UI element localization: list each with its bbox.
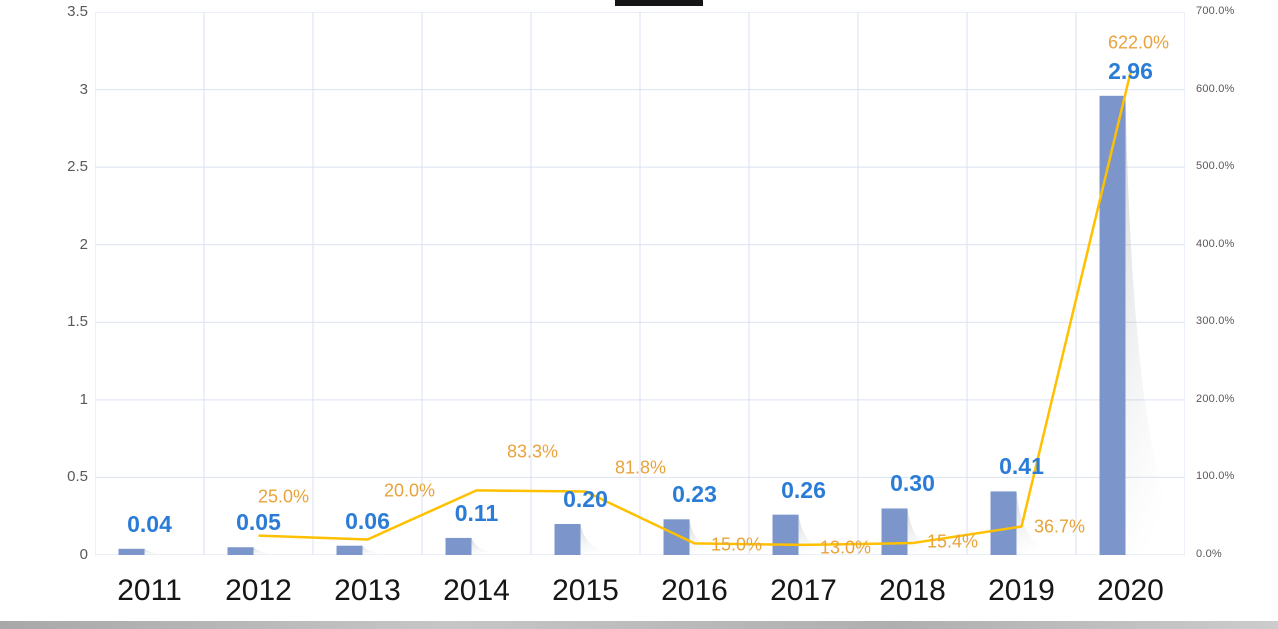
right-axis-tick: 0.0% bbox=[1196, 548, 1222, 560]
bar-2018 bbox=[881, 508, 908, 555]
growth-label-2012: 25.0% bbox=[257, 486, 310, 507]
x-axis-label-2017: 2017 bbox=[770, 574, 837, 607]
bar-value-label-2011: 0.04 bbox=[127, 510, 172, 537]
bar-shadow-2011 bbox=[144, 548, 179, 555]
bar-value-label-2017: 0.26 bbox=[781, 476, 826, 503]
right-axis-tick: 600.0% bbox=[1196, 82, 1235, 95]
right-axis-tick: 100.0% bbox=[1196, 470, 1235, 483]
right-axis-tick: 500.0% bbox=[1196, 160, 1235, 173]
bar-value-label-2013: 0.06 bbox=[345, 507, 390, 534]
x-axis-label-2011: 2011 bbox=[117, 574, 182, 607]
x-axis-label-2019: 2019 bbox=[988, 574, 1055, 607]
bar-2015 bbox=[554, 523, 581, 555]
bar-shadow-2020 bbox=[1125, 95, 1185, 555]
growth-line bbox=[258, 72, 1132, 547]
right-axis-tick: 200.0% bbox=[1196, 392, 1235, 405]
x-axis-label-2016: 2016 bbox=[661, 574, 728, 607]
left-axis-tick: 3.5 bbox=[67, 3, 88, 20]
top-artifact bbox=[615, 0, 703, 6]
x-axis-label-2013: 2013 bbox=[334, 574, 401, 607]
x-axis-label-2015: 2015 bbox=[552, 574, 619, 607]
growth-label-2019: 36.7% bbox=[1033, 516, 1086, 537]
growth-label-2017: 13.0% bbox=[819, 537, 872, 558]
left-axis-tick: 1.5 bbox=[67, 313, 88, 331]
bar-value-label-2014: 0.11 bbox=[454, 499, 499, 526]
bar-value-label-2019: 0.41 bbox=[999, 453, 1044, 480]
left-axis-tick: 2 bbox=[79, 235, 88, 253]
bar-shadow-2015 bbox=[580, 523, 617, 555]
x-axis-label-2012: 2012 bbox=[225, 574, 292, 607]
right-axis-tick: 400.0% bbox=[1196, 237, 1235, 250]
bar-shadow-2016 bbox=[689, 519, 726, 555]
x-axis-label-2018: 2018 bbox=[879, 574, 946, 607]
bar-2014 bbox=[445, 537, 472, 555]
bar-value-label-2012: 0.05 bbox=[236, 509, 281, 536]
growth-label-2020: 622.0% bbox=[1107, 32, 1170, 52]
bar-shadow-2013 bbox=[362, 545, 398, 555]
left-axis-tick: 0 bbox=[79, 546, 88, 563]
left-axis-tick: 0.5 bbox=[67, 468, 88, 486]
bar-2016 bbox=[663, 519, 690, 555]
right-axis-tick: 300.0% bbox=[1196, 315, 1235, 328]
bar-shadow-2014 bbox=[471, 537, 507, 555]
growth-label-2013: 20.0% bbox=[383, 480, 436, 501]
growth-label-2016: 15.0% bbox=[710, 534, 763, 555]
bar-value-label-2016: 0.23 bbox=[672, 481, 717, 508]
bar-2012 bbox=[227, 547, 254, 555]
growth-label-2014: 83.3% bbox=[506, 441, 559, 462]
right-axis-tick: 700.0% bbox=[1196, 5, 1235, 17]
growth-label-2018: 15.4% bbox=[926, 531, 979, 552]
bar-2011 bbox=[118, 548, 145, 555]
bar-2017 bbox=[772, 514, 799, 555]
bar-shadow-2012 bbox=[253, 547, 288, 555]
x-axis-label-2020: 2020 bbox=[1097, 574, 1164, 607]
bar-value-label-2020: 2.96 bbox=[1108, 57, 1153, 84]
left-axis-tick: 3 bbox=[79, 80, 88, 98]
bar-2013 bbox=[336, 545, 363, 555]
growth-label-2015: 81.8% bbox=[614, 457, 667, 478]
bar-2020 bbox=[1099, 95, 1126, 555]
bar-shadow-2019 bbox=[1016, 491, 1055, 555]
bar-value-label-2018: 0.30 bbox=[890, 470, 935, 497]
bar-value-label-2015: 0.20 bbox=[563, 485, 608, 512]
x-axis-label-2014: 2014 bbox=[443, 574, 510, 607]
bottom-strip bbox=[0, 621, 1278, 629]
plot-area bbox=[95, 12, 1185, 555]
left-axis-tick: 1 bbox=[79, 390, 88, 408]
bar-2019 bbox=[990, 491, 1017, 555]
left-axis-tick: 2.5 bbox=[67, 158, 88, 176]
